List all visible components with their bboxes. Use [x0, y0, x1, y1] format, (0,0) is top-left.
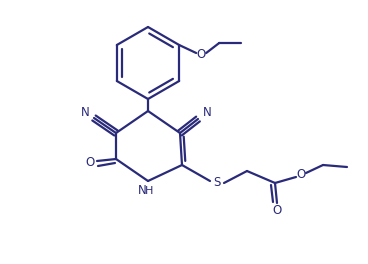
Text: O: O	[85, 155, 95, 168]
Text: H: H	[145, 186, 153, 196]
Text: N: N	[138, 185, 146, 197]
Text: S: S	[213, 177, 221, 190]
Text: O: O	[296, 168, 306, 182]
Text: O: O	[197, 49, 206, 62]
Text: N: N	[203, 106, 211, 120]
Text: O: O	[272, 205, 282, 218]
Text: N: N	[81, 106, 89, 119]
